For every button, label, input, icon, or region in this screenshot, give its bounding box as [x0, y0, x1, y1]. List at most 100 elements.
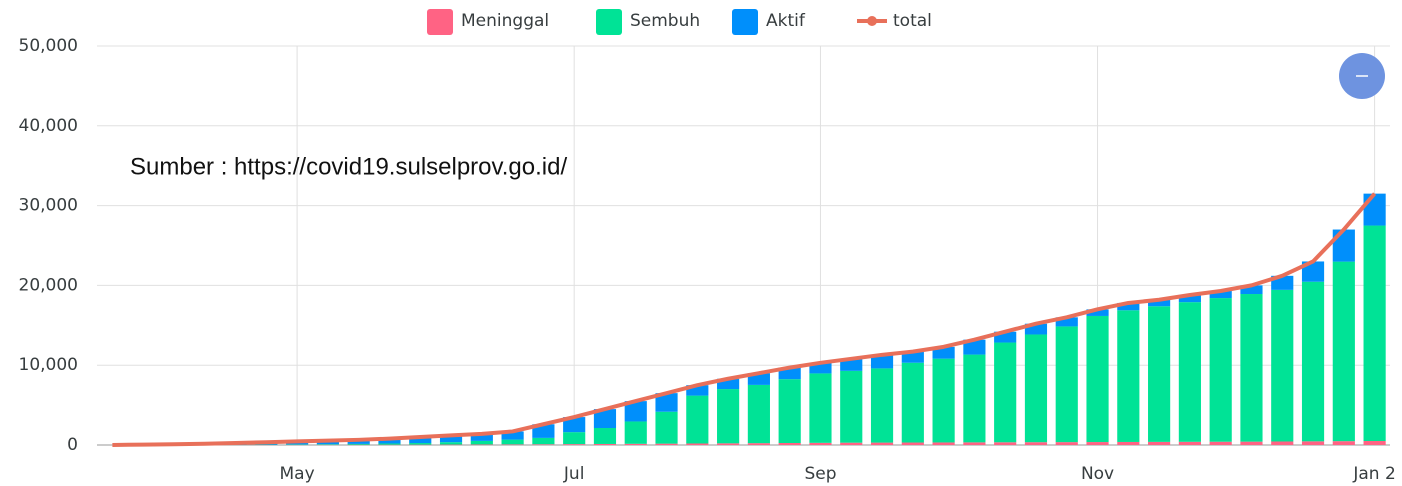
x-tick-label: Jul [563, 464, 585, 484]
bar-segment [532, 424, 555, 438]
bar-segment [532, 437, 555, 445]
bar-segment [963, 442, 986, 445]
legend-label: total [893, 11, 932, 31]
bar-segment [1332, 441, 1355, 445]
bar-segment [1209, 441, 1232, 445]
y-tick-label: 20,000 [19, 275, 78, 295]
bar-segment [1240, 294, 1263, 442]
x-tick-label: Nov [1081, 464, 1114, 484]
legend-dot [867, 16, 877, 26]
bar-segment [563, 432, 586, 445]
bar-segment [1240, 285, 1263, 295]
legend-item: total [857, 11, 932, 31]
bar-segment [1024, 442, 1048, 445]
bar-segment [1178, 441, 1201, 445]
bar-segment [840, 358, 863, 371]
bar-segment [717, 389, 740, 444]
legend-label: Aktif [766, 11, 806, 31]
bar-segment [870, 354, 894, 369]
bar-segment [717, 443, 740, 445]
legend-swatch [596, 9, 622, 35]
bar-segment [1209, 290, 1232, 299]
bar-segment [932, 442, 955, 445]
bar-segment [655, 443, 678, 445]
x-tick-label: Sep [804, 464, 836, 484]
bar-segment [501, 431, 524, 440]
bar-segment [809, 373, 832, 443]
bar-segment [1178, 302, 1201, 442]
bar-segment [1301, 441, 1325, 445]
bar-segment [1086, 442, 1109, 445]
plot: 0 10,000 20,000 30,000 40,000 50,000 May Jul Sep… [19, 9, 1396, 484]
bar-segment [1178, 294, 1201, 303]
bar-segment [747, 373, 770, 385]
bar-segment [1055, 317, 1078, 327]
bar-segment [1301, 261, 1325, 282]
bar-segment [840, 370, 863, 443]
bar-segment [624, 443, 647, 445]
bar-segment [316, 444, 339, 445]
bar-segment [501, 444, 524, 445]
bar-segment [809, 362, 832, 374]
bar-segment [901, 351, 924, 363]
bar-segment [655, 393, 678, 412]
bar-segment [686, 385, 709, 396]
bar-segment [870, 442, 894, 445]
legend-label: Meninggal [461, 11, 549, 31]
bar-segment [563, 444, 586, 445]
bar-segment [439, 442, 463, 445]
bar-segment [439, 435, 463, 443]
bar-segment [994, 331, 1017, 343]
bar-segment [409, 437, 432, 444]
bar-segment [778, 367, 801, 380]
bar-segment [1271, 289, 1294, 442]
bar-segment [1024, 334, 1048, 443]
bar-segment [1086, 309, 1109, 316]
bar-segment [655, 411, 678, 444]
bar-segment [963, 339, 986, 355]
bar-segment [778, 379, 801, 444]
bar-segment [347, 443, 370, 445]
bar-segment [1117, 441, 1140, 445]
bar-segment [378, 443, 401, 445]
bar-segment [1086, 315, 1109, 443]
bar-segment [1055, 442, 1078, 445]
bar-segment [901, 362, 924, 443]
bar-segment [686, 443, 709, 445]
bar-segment [470, 433, 493, 441]
source-annotation: Sumber : https://covid19.sulselprov.go.i… [130, 153, 567, 180]
legend-item: Aktif [732, 9, 806, 35]
bar-segment [778, 443, 801, 445]
bar-segment [1148, 441, 1171, 445]
bar-segment [747, 384, 770, 444]
x-tick-label: May [280, 464, 315, 484]
bar-segment [932, 346, 955, 359]
bar-segment [378, 438, 401, 444]
bar-segment [994, 342, 1017, 443]
bar-segment [686, 395, 709, 444]
bar-segment [347, 439, 370, 444]
legend-item: Sembuh [596, 9, 700, 35]
bar-segment [593, 443, 617, 445]
legend-swatch [732, 9, 758, 35]
y-tick-label: 50,000 [19, 36, 78, 56]
bar-segment [809, 442, 832, 445]
total-line [112, 192, 1377, 447]
bar-segment [1301, 281, 1325, 442]
legend-item: Meninggal [427, 9, 549, 35]
bar-segment [963, 354, 986, 443]
bar-segment [932, 358, 955, 443]
bar-segment [1240, 441, 1263, 445]
bar-segment [901, 442, 924, 445]
zoom-out-button[interactable] [1339, 53, 1385, 99]
bar-segment [1271, 441, 1294, 445]
bar-segment [1117, 302, 1140, 311]
bar-segment [1363, 441, 1386, 445]
bar-segment [1332, 229, 1355, 262]
bar-segment [747, 443, 770, 445]
bar-segment [717, 378, 740, 390]
bar-segment [1332, 261, 1355, 442]
legend-label: Sembuh [630, 11, 700, 31]
bar-segment [1055, 326, 1078, 443]
